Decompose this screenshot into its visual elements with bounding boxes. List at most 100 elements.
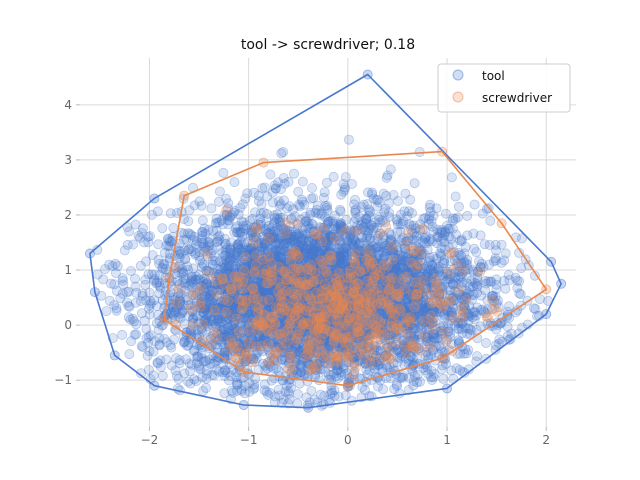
point-tool [170,365,181,376]
point-tool [222,257,233,268]
point-tool [349,194,360,205]
point-tool [303,359,314,370]
point-tool [382,284,393,295]
point-tool [203,241,214,252]
point-tool [317,313,328,324]
point-tool [386,312,397,323]
point-tool [230,253,241,264]
point-tool [403,318,414,329]
point-tool [399,206,410,217]
point-tool [462,210,473,221]
point-tool [304,287,315,298]
point-tool [337,283,348,294]
point-tool [148,370,159,381]
point-tool [381,350,392,361]
point-tool [292,302,303,313]
point-tool [233,344,244,355]
point-tool [290,357,301,368]
point-tool [230,273,241,284]
point-tool [205,291,216,302]
point-tool [313,247,324,258]
point-tool [265,259,276,270]
point-tool [346,178,357,189]
point-tool [313,294,324,305]
point-tool [255,276,266,287]
point-tool [336,295,347,306]
point-tool [284,282,295,293]
point-tool [421,271,432,282]
point-tool [334,291,345,302]
point-tool [435,296,446,307]
point-tool [231,311,242,322]
point-tool [291,289,302,300]
point-tool [229,177,240,188]
point-tool [450,213,461,224]
point-tool [363,281,374,292]
point-tool [323,269,334,280]
point-tool [244,268,255,279]
point-tool [279,277,290,288]
point-tool [459,291,470,302]
point-tool [126,265,137,276]
point-tool [128,239,139,250]
point-tool [348,283,359,294]
point-tool [330,267,341,278]
point-tool [439,257,450,268]
point-tool [342,303,353,314]
point-tool [263,274,274,285]
point-tool [323,229,334,240]
point-tool [258,296,269,307]
point-tool [471,247,482,258]
point-tool [369,297,380,308]
point-tool [232,239,243,250]
point-tool [185,378,196,389]
point-tool [179,228,190,239]
point-tool [146,209,157,220]
point-tool [223,219,234,230]
point-tool [141,323,152,334]
point-tool [311,279,322,290]
point-tool [447,223,458,234]
point-tool [433,266,444,277]
point-tool [230,250,241,261]
point-tool [312,291,323,302]
point-tool [469,243,480,254]
point-tool [364,255,375,266]
point-tool [484,239,495,250]
point-tool [485,276,496,287]
point-tool [336,189,347,200]
point-tool [191,329,202,340]
point-tool [365,302,376,313]
point-tool [378,232,389,243]
point-tool [380,316,391,327]
point-tool [436,224,447,235]
point-tool [477,208,488,219]
point-tool [329,220,340,231]
point-tool [392,352,403,363]
point-tool [290,253,301,264]
point-tool [377,274,388,285]
point-tool [293,287,304,298]
point-tool [275,256,286,267]
point-tool [283,293,294,304]
point-tool [239,334,250,345]
point-tool [124,349,135,360]
point-tool [485,215,496,226]
point-tool [296,283,307,294]
point-tool [192,351,203,362]
point-tool [356,325,367,336]
point-tool [325,321,336,332]
point-tool [211,364,222,375]
point-tool [232,227,243,238]
point-tool [422,316,433,327]
point-tool [240,291,251,302]
point-tool [319,252,330,263]
point-tool [313,317,324,328]
point-tool [343,317,354,328]
point-tool [281,320,292,331]
point-tool [234,300,245,311]
point-tool [238,247,249,258]
point-tool [480,337,491,348]
point-tool [181,327,192,338]
point-tool [266,375,277,386]
